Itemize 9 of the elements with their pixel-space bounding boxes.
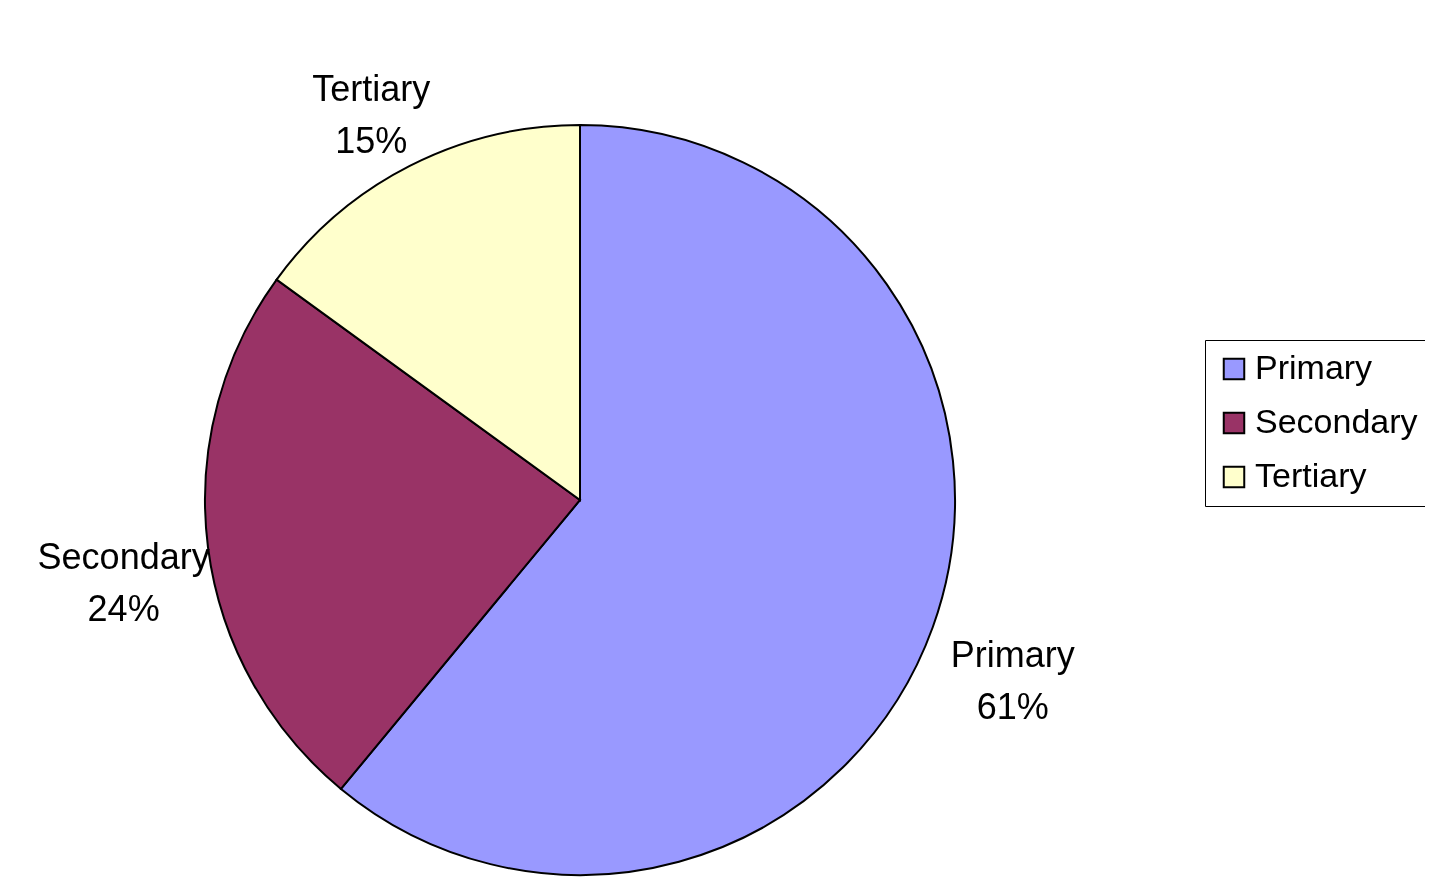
data-label: 15% (335, 120, 408, 162)
data-label: 61% (976, 685, 1049, 727)
slice-label: Secondary (37, 535, 210, 577)
slice-label: Primary (950, 633, 1075, 675)
slice-label: Tertiary (312, 68, 431, 110)
data-label: 24% (87, 587, 160, 629)
legend-label: Secondary (1255, 402, 1418, 440)
legend-label: Tertiary (1255, 456, 1367, 494)
legend-label: Primary (1255, 348, 1373, 386)
